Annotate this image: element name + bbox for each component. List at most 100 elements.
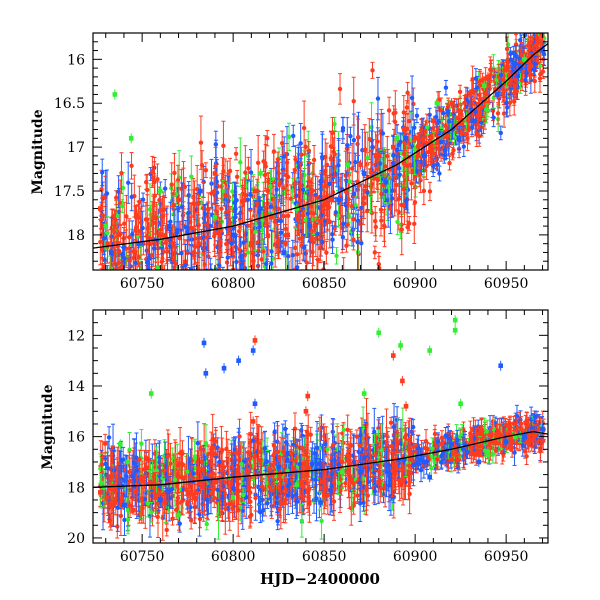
observation: [213, 146, 218, 186]
y-tick-label: 17.5: [54, 184, 85, 200]
observation: [519, 70, 525, 91]
observation: [165, 258, 170, 270]
observation: [488, 62, 493, 87]
observation: [271, 133, 277, 170]
observation: [317, 202, 323, 240]
y-tick-label: 20: [67, 531, 85, 547]
observation: [181, 265, 186, 270]
observation: [183, 243, 188, 270]
observation: [393, 158, 399, 212]
observation: [206, 192, 211, 228]
observation: [541, 11, 545, 26]
observation: [355, 118, 361, 157]
observation: [215, 291, 219, 322]
observation: [245, 179, 251, 220]
green-data-point: [452, 325, 458, 336]
y-tick-label: 17: [67, 140, 85, 156]
observation: [341, 215, 346, 233]
observation: [153, 211, 158, 235]
observation: [116, 267, 121, 270]
observation: [406, 94, 412, 148]
blue-data-point: [421, 150, 427, 161]
red-data-point: [196, 238, 201, 249]
observation: [528, 35, 533, 50]
observation: [189, 202, 194, 254]
observation: [304, 249, 310, 270]
observation: [341, 257, 346, 270]
red-data-point: [105, 238, 110, 249]
observation: [443, 115, 448, 136]
observation: [281, 170, 286, 207]
bottom-panel: 60750 60800 60850 60900 60950 12 14 16 18 20 Mag…: [40, 309, 549, 588]
blue-data-point: [361, 168, 367, 179]
x-tick-label: 60750: [120, 276, 165, 292]
observation: [265, 130, 270, 147]
blue-data-point: [258, 203, 263, 214]
observation: [248, 411, 253, 457]
observation: [155, 163, 160, 195]
observation: [349, 198, 354, 214]
observation: [318, 173, 323, 190]
observation: [268, 170, 273, 202]
green-data-point: [361, 388, 367, 399]
observation: [399, 204, 404, 256]
observation: [330, 225, 335, 254]
observation: [372, 245, 378, 260]
blue-data-point: [403, 133, 409, 144]
red-data-point: [252, 186, 258, 196]
observation: [224, 234, 229, 253]
observation: [347, 171, 352, 192]
observation: [427, 181, 433, 202]
bottom-y-axis-label: Magnitude: [40, 384, 56, 469]
x-tick-label: 60800: [211, 276, 256, 292]
red-data-point: [391, 142, 396, 153]
observation: [127, 251, 132, 269]
observation: [169, 162, 174, 207]
green-data-point: [294, 203, 300, 214]
observation: [381, 209, 387, 242]
observation: [456, 128, 462, 153]
observation: [305, 189, 311, 238]
observation: [438, 97, 444, 124]
observation: [130, 303, 134, 335]
observation: [153, 261, 158, 270]
y-tick-label: 16.5: [54, 96, 85, 112]
observation: [248, 223, 253, 268]
observation: [162, 264, 167, 270]
green-data-point: [522, 54, 527, 65]
observation: [375, 76, 381, 121]
y-tick-label: 14: [67, 379, 85, 395]
observation: [162, 179, 168, 199]
blue-data-point: [494, 89, 500, 100]
observation: [259, 232, 264, 270]
top-panel: 60750 60800 60850 60900 60950 16 16.5 17 17.5 18…: [30, 11, 549, 335]
blue-data-point: [167, 221, 172, 232]
blue-data-point: [136, 238, 141, 249]
observation: [353, 152, 358, 172]
green-data-point: [434, 98, 440, 109]
observation: [324, 240, 329, 265]
observation: [122, 290, 126, 302]
blue-data-point: [230, 229, 236, 240]
observation: [98, 282, 102, 298]
observation: [293, 267, 298, 270]
red-data-point: [401, 124, 407, 135]
observation: [170, 224, 175, 263]
observation: [421, 176, 427, 206]
observation: [183, 220, 189, 235]
observation: [145, 173, 150, 207]
observation: [340, 172, 345, 206]
observation: [101, 282, 105, 313]
observation: [511, 53, 516, 72]
observation: [334, 247, 339, 265]
observation: [143, 174, 149, 190]
observation: [261, 150, 266, 173]
observation: [208, 257, 213, 270]
observation: [98, 218, 103, 266]
observation: [113, 272, 117, 315]
observation: [193, 229, 198, 265]
observation: [223, 174, 228, 217]
observation: [330, 116, 335, 149]
blue-data-point: [445, 107, 451, 117]
red-data-point: [176, 194, 181, 205]
